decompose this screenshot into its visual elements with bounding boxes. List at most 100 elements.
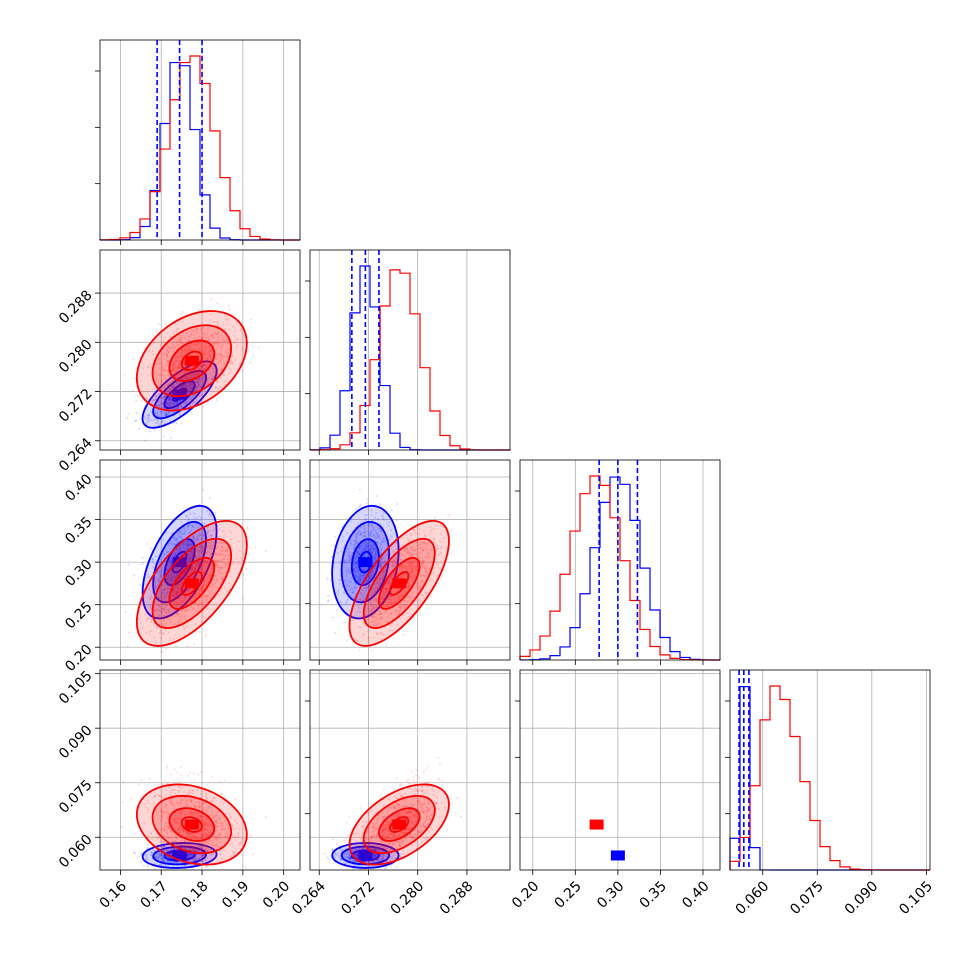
sample-point — [217, 566, 220, 569]
sample-point — [167, 389, 170, 392]
sample-point — [198, 555, 201, 558]
sample-point — [413, 576, 416, 579]
sample-point — [176, 591, 179, 594]
sample-point — [385, 609, 388, 612]
sample-point — [204, 559, 207, 562]
sample-point — [194, 593, 197, 596]
sample-point — [396, 519, 399, 522]
sample-point — [148, 596, 151, 599]
sample-point — [156, 586, 159, 589]
sample-point — [227, 581, 230, 584]
density-peak — [172, 557, 187, 568]
sample-point — [374, 620, 377, 623]
sample-point — [169, 436, 172, 439]
sample-point — [420, 579, 423, 582]
sample-point — [383, 590, 386, 593]
sample-point — [343, 592, 346, 595]
sample-point — [401, 565, 404, 568]
sample-point — [354, 543, 357, 546]
sample-point — [372, 621, 375, 624]
sample-point — [408, 585, 411, 588]
sample-point — [422, 559, 425, 562]
sample-point — [352, 591, 355, 594]
sample-point — [185, 350, 188, 353]
sample-point — [393, 573, 396, 576]
sample-point — [178, 549, 181, 552]
sample-point — [155, 856, 158, 859]
sample-point — [197, 381, 200, 384]
sample-point — [212, 367, 215, 370]
sample-point — [162, 386, 165, 389]
sample-point — [160, 600, 163, 603]
sample-point — [187, 559, 190, 562]
sample-point — [344, 569, 347, 572]
sample-point — [219, 572, 222, 575]
sample-point — [424, 534, 427, 537]
sample-point — [391, 563, 394, 566]
sample-point — [217, 559, 220, 562]
sample-point — [145, 611, 148, 614]
sample-point — [148, 363, 151, 366]
sample-point — [359, 571, 362, 574]
sample-point — [165, 531, 168, 534]
sample-point — [363, 555, 366, 558]
sample-point — [154, 577, 157, 580]
sample-point — [163, 615, 166, 618]
sample-point — [148, 430, 151, 433]
sample-point — [193, 567, 196, 570]
sample-point — [131, 390, 134, 393]
sample-point — [363, 547, 366, 550]
sample-point — [182, 543, 185, 546]
sample-point — [366, 629, 369, 632]
sample-point — [381, 578, 384, 581]
sample-point — [209, 359, 212, 362]
sample-point — [183, 353, 186, 356]
sample-point — [193, 336, 196, 339]
sample-point — [404, 567, 407, 570]
sample-point — [176, 341, 179, 344]
sample-point — [170, 542, 173, 545]
sample-point — [208, 354, 211, 357]
sample-point — [164, 588, 167, 591]
sample-point — [171, 369, 174, 372]
sample-point — [380, 618, 383, 621]
sample-point — [243, 540, 246, 543]
sample-point — [346, 599, 349, 602]
sample-point — [168, 347, 171, 350]
sample-point — [377, 517, 380, 520]
sample-point — [164, 604, 167, 607]
sample-point — [170, 346, 173, 349]
sample-point — [160, 341, 163, 344]
sample-point — [187, 345, 190, 348]
sample-point — [383, 539, 386, 542]
sample-point — [185, 372, 188, 375]
sample-point — [379, 562, 382, 565]
density-contour — [151, 324, 233, 398]
sample-point — [192, 365, 195, 368]
sample-point — [368, 585, 371, 588]
sample-point — [389, 599, 392, 602]
sample-point — [203, 581, 206, 584]
sample-point — [184, 572, 187, 575]
sample-point — [417, 563, 420, 566]
sample-point — [199, 549, 202, 552]
sample-point — [378, 503, 381, 506]
sample-point — [162, 352, 165, 355]
sample-point — [334, 631, 337, 634]
sample-point — [210, 298, 213, 301]
sample-point — [216, 380, 219, 383]
sample-point — [157, 615, 160, 618]
sample-point — [183, 626, 186, 629]
sample-point — [172, 344, 175, 347]
sample-point — [188, 346, 191, 349]
sample-point — [163, 396, 166, 399]
sample-point — [393, 564, 396, 567]
sample-point — [370, 548, 373, 551]
sample-point — [203, 522, 206, 525]
sample-point — [204, 599, 207, 602]
sample-point — [176, 344, 179, 347]
sample-point — [370, 524, 373, 527]
sample-point — [166, 361, 169, 364]
sample-point — [400, 575, 403, 578]
sample-point — [243, 349, 246, 352]
